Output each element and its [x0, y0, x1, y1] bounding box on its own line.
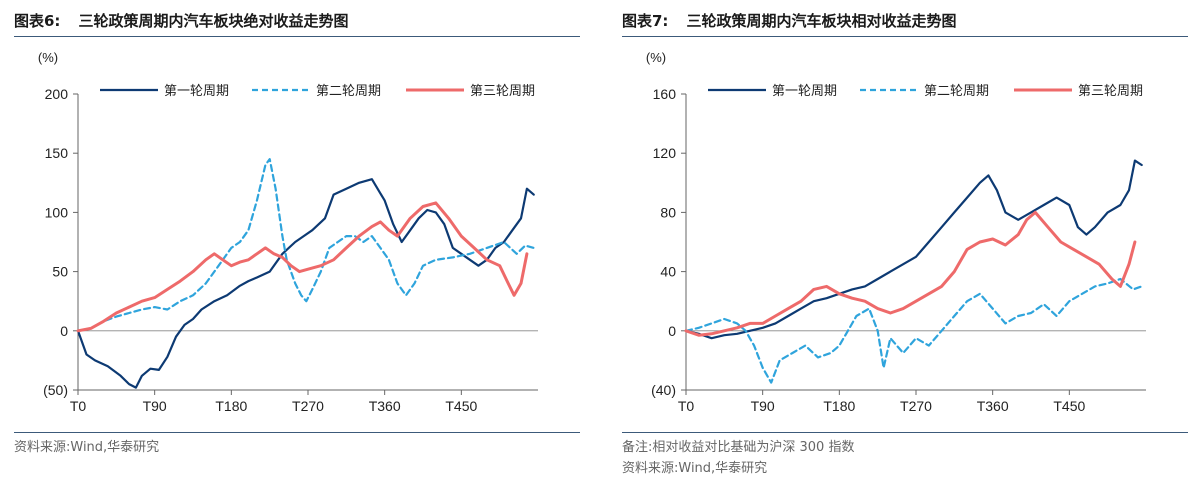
y-tick-label: 0: [60, 323, 68, 339]
legend-label: 第三轮周期: [470, 84, 535, 99]
x-tick-label: T180: [215, 398, 247, 414]
legend-item-2: 第二轮周期: [860, 84, 989, 99]
figure-notes: 资料来源:Wind,华泰研究: [14, 437, 159, 458]
notes-divider: [622, 432, 1188, 433]
title-divider: [622, 36, 1188, 37]
y-tick-label: 150: [45, 145, 69, 161]
x-tick-label: T270: [292, 398, 324, 414]
y-tick-label: 50: [52, 264, 68, 280]
figure-number: 图表7:: [622, 12, 669, 30]
figure-6-panel: 图表6: 三轮政策周期内汽车板块绝对收益走势图 (%) (50) 0 50 100 150 2…: [0, 0, 590, 487]
notes-divider: [14, 432, 580, 433]
x-tick-label: T270: [900, 398, 932, 414]
y-tick-label: 100: [45, 204, 69, 220]
figure-title: 图表7: 三轮政策周期内汽车板块相对收益走势图: [622, 10, 956, 31]
figure-notes: 备注:相对收益对比基础为沪深 300 指数 资料来源:Wind,华泰研究: [622, 437, 854, 479]
series-line-3: [684, 210, 1137, 337]
x-tick-label: T0: [678, 398, 695, 414]
figure-title: 图表6: 三轮政策周期内汽车板块绝对收益走势图: [14, 10, 348, 31]
series-line-2: [76, 157, 535, 332]
y-tick-label: 200: [45, 86, 69, 102]
relative-return-chart: (%) (40) 0 40 80 120 160 T0 T90 T180 T270 T360 T450 第…: [646, 50, 1146, 414]
x-tick-label: T360: [369, 398, 401, 414]
y-tick-label: 80: [660, 204, 676, 220]
x-tick-label: T450: [1053, 398, 1085, 414]
source-note: 资料来源:Wind,华泰研究: [14, 440, 160, 455]
legend-item-1: 第一轮周期: [100, 84, 229, 99]
legend-label: 第三轮周期: [1078, 84, 1143, 99]
legend-item-1: 第一轮周期: [708, 84, 837, 99]
y-tick-label: 0: [668, 323, 676, 339]
x-tick-label: T450: [445, 398, 477, 414]
figure-title-text: 三轮政策周期内汽车板块相对收益走势图: [686, 12, 957, 30]
y-tick-label: (50): [43, 382, 68, 398]
figure-number: 图表6:: [14, 12, 61, 30]
legend-label: 第一轮周期: [772, 84, 837, 99]
title-divider: [14, 36, 580, 37]
source-note: 资料来源:Wind,华泰研究: [622, 461, 768, 476]
x-tick-label: T180: [823, 398, 855, 414]
series-line-1: [76, 178, 535, 389]
y-unit-label: (%): [646, 50, 666, 65]
remark-note: 备注:相对收益对比基础为沪深 300 指数: [622, 440, 855, 455]
y-tick-label: 120: [653, 145, 677, 161]
x-tick-label: T90: [143, 398, 167, 414]
figure-7-panel: 图表7: 三轮政策周期内汽车板块相对收益走势图 (%) (40) 0 40 80 120 16…: [608, 0, 1198, 487]
y-unit-label: (%): [38, 50, 58, 65]
series-line-3: [76, 201, 529, 333]
y-tick-label: 160: [653, 86, 677, 102]
figure-title-text: 三轮政策周期内汽车板块绝对收益走势图: [78, 12, 349, 30]
series-line-2: [684, 277, 1143, 384]
legend-item-3: 第三轮周期: [406, 84, 535, 99]
series-line-1: [684, 159, 1143, 340]
x-tick-label: T360: [977, 398, 1009, 414]
y-tick-label: (40): [651, 382, 676, 398]
legend-label: 第一轮周期: [164, 84, 229, 99]
x-tick-label: T0: [70, 398, 87, 414]
legend-label: 第二轮周期: [924, 84, 989, 99]
absolute-return-chart: (%) (50) 0 50 100 150 200 T0 T90 T180 T270 T360 T450…: [38, 50, 538, 414]
legend-item-2: 第二轮周期: [252, 84, 381, 99]
legend-item-3: 第三轮周期: [1014, 84, 1143, 99]
legend-label: 第二轮周期: [316, 84, 381, 99]
y-tick-label: 40: [660, 264, 676, 280]
x-tick-label: T90: [751, 398, 775, 414]
